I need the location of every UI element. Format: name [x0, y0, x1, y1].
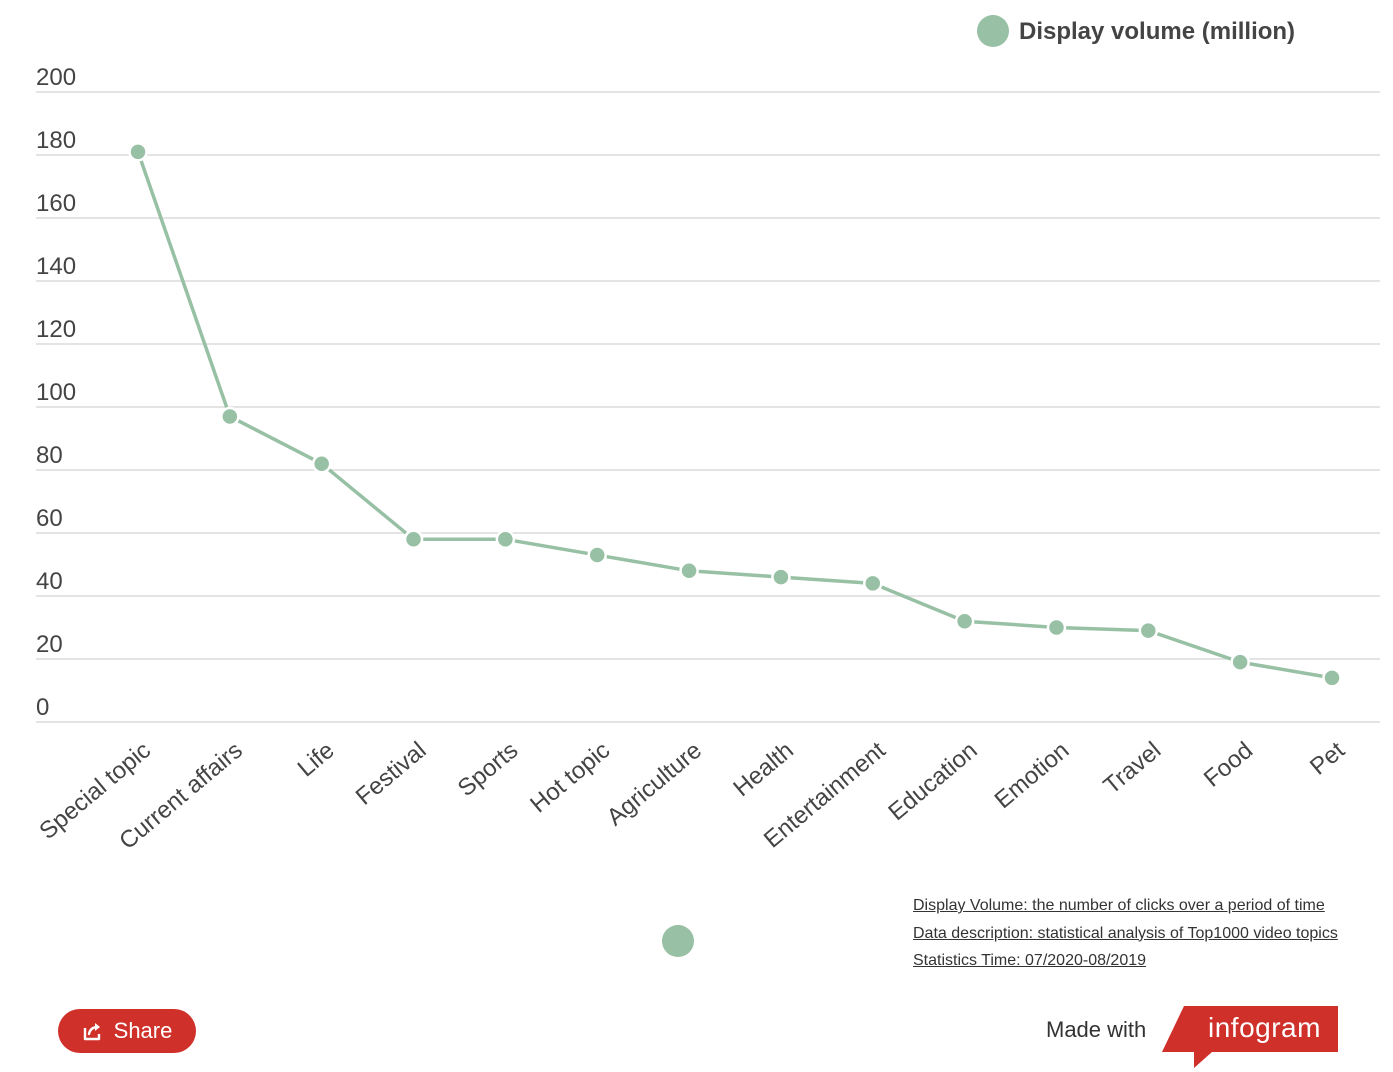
data-point[interactable]	[311, 453, 332, 474]
y-tick-label: 160	[36, 190, 76, 217]
legend-label: Display volume (million)	[1019, 18, 1295, 45]
note-display-volume: Display Volume: the number of clicks ove…	[913, 897, 1325, 914]
data-point[interactable]	[1230, 652, 1250, 672]
x-tick-label: Life	[293, 737, 340, 783]
y-tick-label: 60	[36, 505, 63, 532]
y-tick-label: 200	[36, 64, 76, 91]
y-tick-label: 120	[36, 316, 76, 343]
x-tick-label: Travel	[1098, 737, 1166, 800]
pagination-dot[interactable]	[662, 925, 694, 957]
data-point[interactable]	[954, 611, 975, 631]
series-line	[136, 151, 1333, 680]
data-point[interactable]	[128, 142, 148, 162]
x-tick-label: Agriculture	[602, 737, 707, 831]
data-point[interactable]	[220, 406, 240, 427]
data-point[interactable]	[1046, 617, 1067, 638]
note-statistics-time: Statistics Time: 07/2020-08/2019	[913, 952, 1147, 969]
y-tick-label: 80	[36, 442, 63, 469]
infogram-logo[interactable]: infogram	[1160, 1004, 1340, 1070]
data-point[interactable]	[863, 573, 883, 594]
made-with-text: Made with	[1046, 1017, 1147, 1042]
x-tick-label: Education	[883, 737, 982, 826]
share-label: Share	[113, 1018, 173, 1043]
series-display-volume	[128, 142, 1342, 688]
x-tick-label: Pet	[1305, 737, 1350, 781]
x-tick-label: Sports	[453, 737, 523, 802]
x-tick-label: Food	[1199, 737, 1258, 793]
legend[interactable]: Display volume (million)	[977, 15, 1295, 47]
legend-marker	[977, 15, 1009, 47]
x-tick-label: Hot topic	[525, 737, 615, 819]
y-tick-label: 180	[36, 127, 76, 154]
data-point[interactable]	[403, 529, 424, 550]
x-tick-label: Festival	[351, 737, 432, 811]
y-tick-label: 140	[36, 253, 76, 280]
y-tick-label: 100	[36, 379, 76, 406]
data-point[interactable]	[587, 545, 607, 565]
gridlines	[36, 91, 1380, 723]
chart-notes: Display Volume: the number of clicks ove…	[913, 892, 1338, 975]
y-tick-label: 0	[36, 694, 49, 721]
x-tick-label: Health	[728, 737, 798, 802]
infogram-logo-shape	[1162, 1006, 1338, 1068]
y-tick-label: 40	[36, 568, 63, 595]
x-tick-label: Emotion	[990, 737, 1075, 814]
infogram-logo-text: infogram	[1208, 1012, 1321, 1043]
note-data-description: Data description: statistical analysis o…	[913, 924, 1338, 942]
share-icon	[83, 1023, 100, 1041]
data-point[interactable]	[679, 561, 699, 581]
data-point[interactable]	[1322, 668, 1342, 688]
data-point[interactable]	[771, 567, 791, 587]
data-point[interactable]	[1138, 620, 1159, 641]
data-point[interactable]	[495, 529, 516, 550]
y-axis-ticks: 0 20 40 60 80 100 120 140 160 180 200	[36, 64, 76, 721]
share-button[interactable]: Share	[58, 1009, 196, 1053]
y-tick-label: 20	[36, 631, 63, 658]
